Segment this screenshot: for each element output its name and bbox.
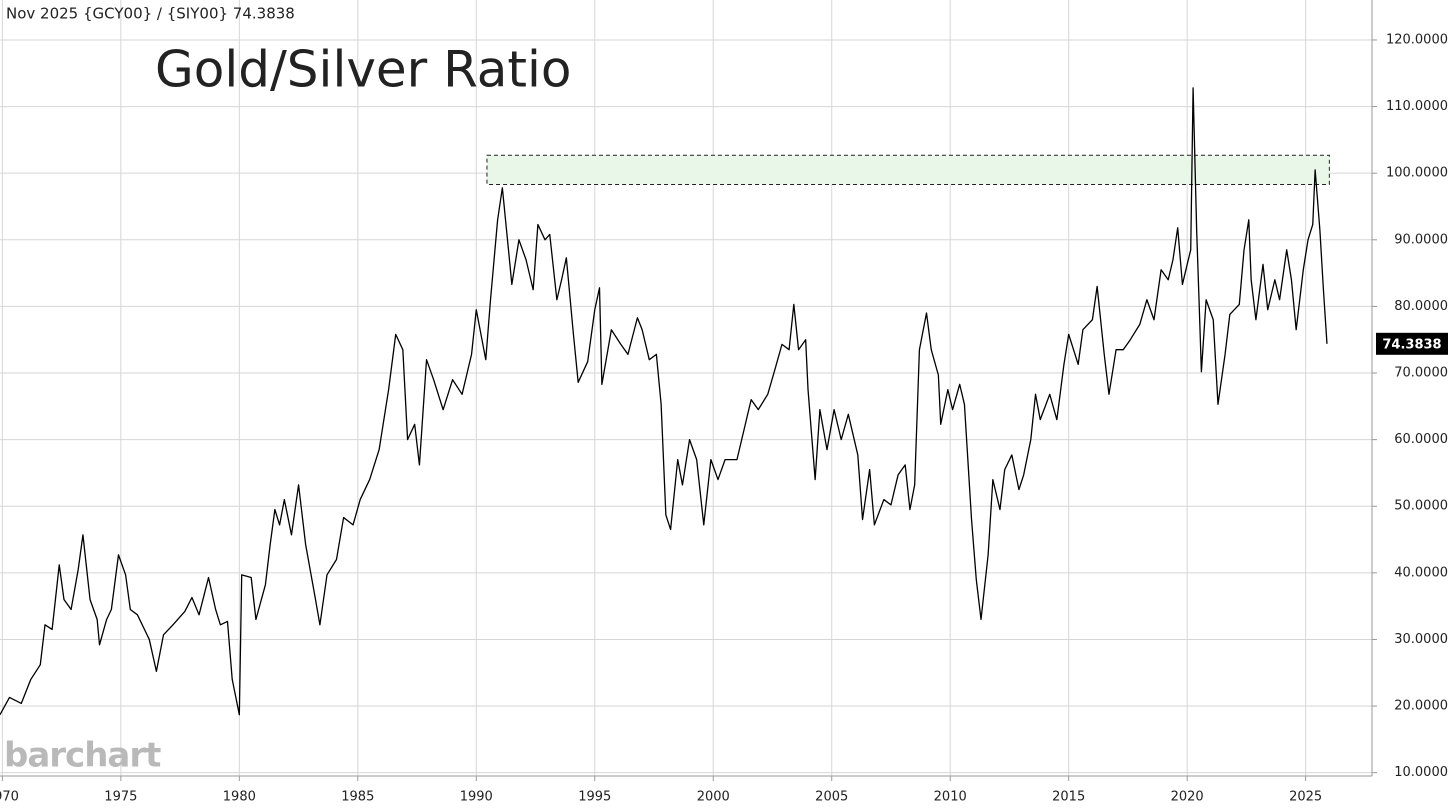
x-tick-label: 2020	[1171, 790, 1204, 805]
x-tick-label: 2025	[1289, 790, 1322, 805]
y-tick-label: 110.0000	[1386, 99, 1448, 114]
x-tick-label: 1970	[0, 790, 19, 805]
x-tick-label: 1985	[341, 790, 374, 805]
y-tick-label: 10.0000	[1394, 765, 1448, 780]
y-tick-label: 100.0000	[1386, 166, 1448, 181]
x-tick-label: 1995	[578, 790, 611, 805]
price-line	[0, 87, 1328, 716]
highlight-zone	[486, 154, 1330, 186]
y-tick-label: 70.0000	[1394, 366, 1448, 381]
y-tick-label: 30.0000	[1394, 632, 1448, 647]
y-tick-label: 60.0000	[1394, 432, 1448, 447]
watermark: barchart	[4, 736, 161, 776]
x-tick-label: 1980	[223, 790, 256, 805]
y-tick-label: 120.0000	[1386, 32, 1448, 47]
x-tick-label: 2015	[1052, 790, 1085, 805]
last-value-tag	[1376, 332, 1448, 355]
last-value-label: 74.3838	[1382, 337, 1441, 352]
x-tick-label: 2000	[697, 790, 730, 805]
x-tick-label: 2010	[934, 790, 967, 805]
chart-header: Nov 2025 {GCY00} / {SIY00} 74.3838	[6, 5, 295, 23]
y-tick-label: 80.0000	[1394, 299, 1448, 314]
y-tick-label: 50.0000	[1394, 499, 1448, 514]
x-tick-label: 1975	[104, 790, 137, 805]
x-tick-label: 1990	[460, 790, 493, 805]
chart-title: Gold/Silver Ratio	[155, 41, 572, 99]
y-tick-label: 20.0000	[1394, 699, 1448, 714]
x-tick-label: 2005	[815, 790, 848, 805]
y-tick-label: 40.0000	[1394, 565, 1448, 580]
grid-layer	[0, 0, 1377, 781]
plot-layer	[0, 87, 1330, 716]
y-tick-label: 90.0000	[1394, 232, 1448, 247]
